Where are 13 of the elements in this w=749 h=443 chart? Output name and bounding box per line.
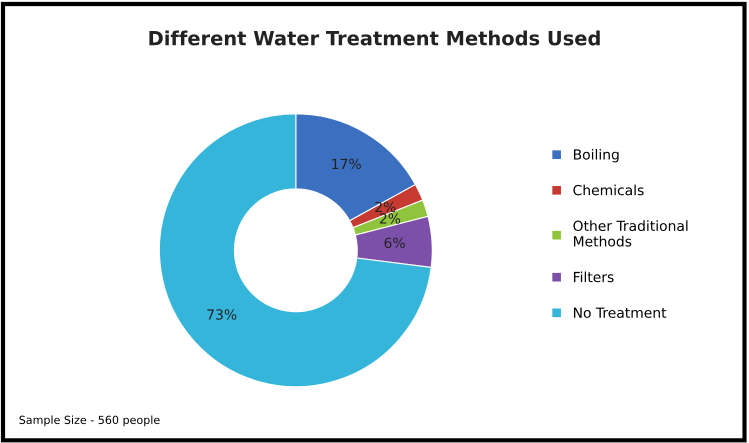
- legend-label: Boiling: [574, 148, 619, 162]
- data-label: 2%: [380, 213, 400, 224]
- data-label: 17%: [332, 158, 361, 170]
- legend-label: Filters: [574, 272, 614, 282]
- legend-label: Other Traditional Methods: [573, 220, 688, 247]
- data-label: 6%: [384, 238, 405, 248]
- data-label: 2%: [375, 202, 396, 212]
- data-label: 73%: [207, 309, 236, 320]
- chart-title: Different Water Treatment Methods Used: [149, 30, 600, 46]
- donut-slice: [158, 113, 432, 388]
- legend-label: No Treatment: [574, 308, 666, 318]
- legend-label: Chemicals: [573, 184, 644, 196]
- text: Sample Size - 560 people: [19, 415, 160, 426]
